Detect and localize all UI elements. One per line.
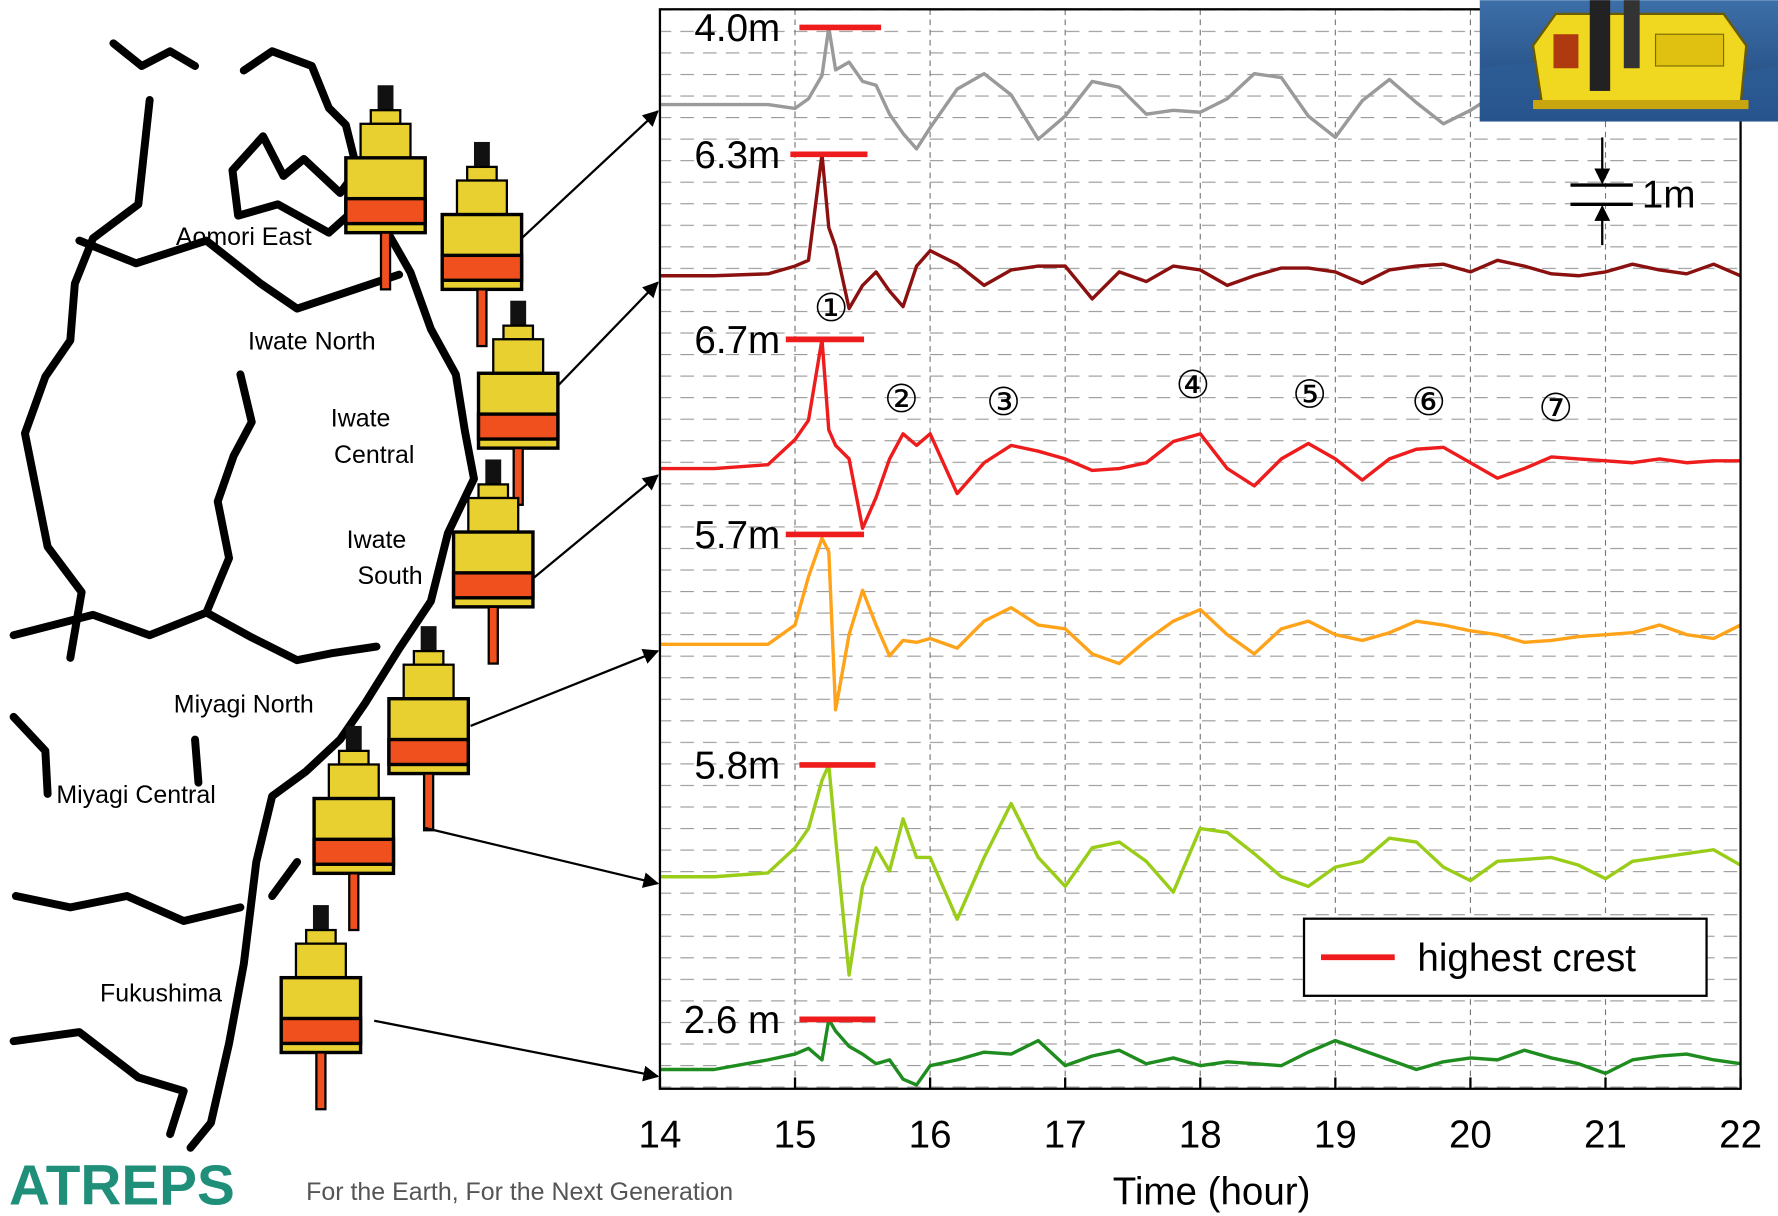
x-tick-label: 16 — [909, 1114, 952, 1157]
photo-mast — [1623, 0, 1640, 69]
station-arrow — [470, 649, 660, 727]
x-tick-label: 22 — [1719, 1114, 1762, 1157]
photo-sign — [1654, 33, 1725, 67]
station-arrow — [520, 110, 659, 240]
station-arrow — [557, 281, 659, 387]
coastline — [20, 96, 154, 662]
photo-sign — [1553, 34, 1579, 69]
wave-number: ③ — [986, 380, 1021, 425]
station-arrow — [532, 474, 659, 580]
coastline — [75, 236, 404, 313]
crest-label: 2.6 m — [684, 999, 780, 1042]
plot-frame — [658, 8, 1742, 1090]
coastline — [9, 1028, 188, 1139]
buoy — [387, 624, 471, 832]
coastline — [228, 47, 388, 237]
coastline — [109, 39, 200, 70]
map-label: Fukushima — [100, 979, 222, 1007]
logo-tagline: For the Earth, For the Next Generation — [306, 1178, 733, 1206]
crest-label: 4.0m — [694, 7, 780, 50]
trace-line — [659, 337, 1741, 530]
map-label: Aomori East — [176, 223, 312, 251]
station-arrow — [373, 1019, 660, 1082]
coastline — [9, 712, 52, 798]
buoy — [344, 83, 427, 292]
map-label: South — [357, 562, 422, 590]
trace-line — [659, 763, 1742, 977]
buoy-photo — [1479, 0, 1778, 122]
coastline — [202, 370, 381, 665]
map-label: Central — [334, 441, 414, 469]
map-label: Iwate North — [248, 327, 376, 355]
coastline — [186, 96, 478, 1152]
map-label: Miyagi Central — [56, 781, 215, 809]
trace-line — [659, 1017, 1741, 1087]
coastline — [11, 892, 245, 925]
coastline — [268, 858, 302, 900]
x-tick-label: 20 — [1449, 1114, 1492, 1157]
crest-label: 5.7m — [694, 514, 780, 557]
map — [9, 39, 560, 1152]
wave-number: ④ — [1176, 363, 1211, 408]
trace-line — [659, 536, 1742, 712]
coastline — [191, 735, 203, 787]
x-axis-label: Time (hour) — [1113, 1170, 1311, 1213]
x-tick-label: 21 — [1584, 1114, 1627, 1157]
legend-label: highest crest — [1417, 937, 1636, 980]
wave-number: ② — [884, 377, 919, 422]
x-tick-label: 19 — [1314, 1114, 1357, 1157]
crest-label: 6.3m — [694, 134, 780, 177]
crest-label: 5.8m — [694, 745, 780, 788]
map-label: Miyagi North — [174, 690, 314, 718]
wave-number: ⑥ — [1411, 380, 1446, 425]
scale-bar-label: 1m — [1642, 174, 1696, 217]
x-tick-label: 15 — [774, 1114, 817, 1157]
buoy — [440, 140, 524, 348]
coastline — [9, 608, 211, 640]
wave-number: ⑤ — [1292, 372, 1327, 417]
crest-label: 6.7m — [694, 319, 780, 362]
wave-number: ⑦ — [1538, 386, 1573, 431]
photo-hull — [1533, 100, 1749, 110]
x-tick-label: 18 — [1179, 1114, 1222, 1157]
logo-brand: ATREPS — [9, 1154, 235, 1216]
x-tick-label: 17 — [1044, 1114, 1087, 1157]
photo-mast — [1589, 0, 1611, 91]
wave-number: ① — [814, 286, 849, 331]
trace-line — [659, 152, 1742, 311]
map-label: Iwate — [331, 405, 391, 433]
x-tick-label: 14 — [639, 1114, 682, 1157]
station-arrow — [424, 826, 660, 888]
buoy — [279, 903, 363, 1111]
map-label: Iwate — [347, 526, 407, 554]
